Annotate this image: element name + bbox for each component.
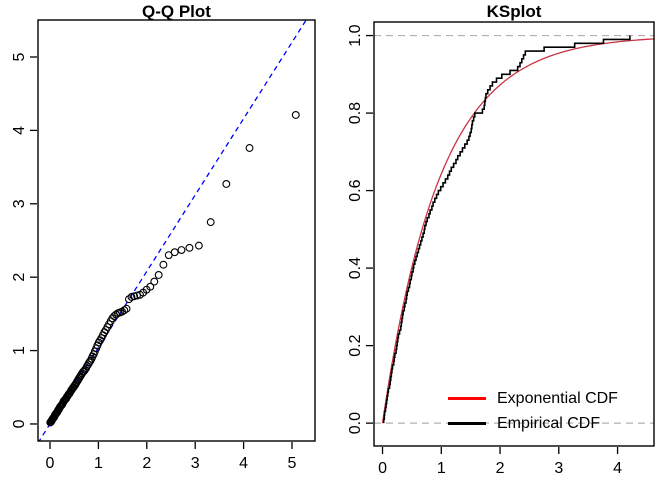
qq-point bbox=[146, 282, 155, 291]
ks-y-tick-label: 0.6 bbox=[347, 179, 364, 201]
qq-x-tick-label: 0 bbox=[46, 455, 55, 472]
qq-point bbox=[159, 260, 168, 269]
qq-point bbox=[222, 180, 231, 188]
qq-point bbox=[94, 338, 103, 347]
qq-y-tick-label: 1 bbox=[11, 346, 28, 355]
legend-label-exponential-cdf: Exponential CDF bbox=[497, 389, 618, 407]
qq-y-tick-label: 4 bbox=[11, 126, 28, 135]
ks-y-tick-label: 0.8 bbox=[347, 102, 364, 124]
ks-y-tick-label: 0.4 bbox=[347, 257, 364, 279]
qq-point bbox=[154, 271, 163, 279]
empirical-cdf-steps bbox=[382, 35, 631, 424]
legend-label-empirical-cdf: Empirical CDF bbox=[497, 414, 601, 432]
legend: Exponential CDF Empirical CDF bbox=[448, 386, 618, 436]
qq-point bbox=[122, 304, 131, 313]
ks-y-tick-label: 1.0 bbox=[347, 24, 364, 46]
ks-y-tick-label: 0.0 bbox=[347, 412, 364, 434]
ks-x-tick-label: 3 bbox=[554, 460, 563, 477]
qq-point bbox=[120, 306, 129, 315]
legend-item-exponential-cdf: Exponential CDF bbox=[448, 386, 618, 411]
ksplot-title: KSplot bbox=[486, 2, 542, 21]
qq-x-tick-label: 1 bbox=[94, 455, 103, 472]
qq-point bbox=[112, 310, 120, 319]
qq-x-tick-label: 4 bbox=[239, 455, 248, 472]
qq-x-tick-label: 2 bbox=[142, 455, 151, 472]
ks-x-tick-label: 0 bbox=[378, 460, 387, 477]
ks-y-tick-label: 0.2 bbox=[347, 334, 364, 356]
red-line-swatch bbox=[448, 397, 486, 400]
qq-x-tick-label: 3 bbox=[191, 455, 200, 472]
qq-y-tick-label: 5 bbox=[11, 52, 28, 61]
qq-plot-box bbox=[37, 19, 316, 442]
qq-y-tick-label: 2 bbox=[11, 273, 28, 282]
qq-x-tick-label: 5 bbox=[288, 455, 297, 472]
qq-point bbox=[177, 246, 186, 254]
qq-point bbox=[194, 241, 203, 250]
legend-item-empirical-cdf: Empirical CDF bbox=[448, 411, 618, 436]
exponential-cdf-curve bbox=[381, 38, 654, 424]
qq-y-tick-label: 3 bbox=[11, 199, 28, 208]
qq-point bbox=[150, 277, 159, 286]
qq-point bbox=[133, 291, 141, 300]
black-line-swatch bbox=[448, 422, 486, 425]
qq-point bbox=[206, 218, 215, 227]
qq-point bbox=[245, 144, 254, 152]
ks-x-tick-label: 4 bbox=[613, 460, 622, 477]
ks-plot-box bbox=[373, 21, 655, 447]
ks-x-tick-label: 2 bbox=[496, 460, 505, 477]
ks-x-tick-label: 1 bbox=[437, 460, 446, 477]
qq-point bbox=[291, 111, 300, 119]
qq-point bbox=[185, 243, 194, 252]
qq-point bbox=[170, 248, 179, 257]
qq-y-tick-label: 0 bbox=[11, 419, 28, 428]
qq-plot-title: Q-Q Plot bbox=[142, 2, 211, 21]
